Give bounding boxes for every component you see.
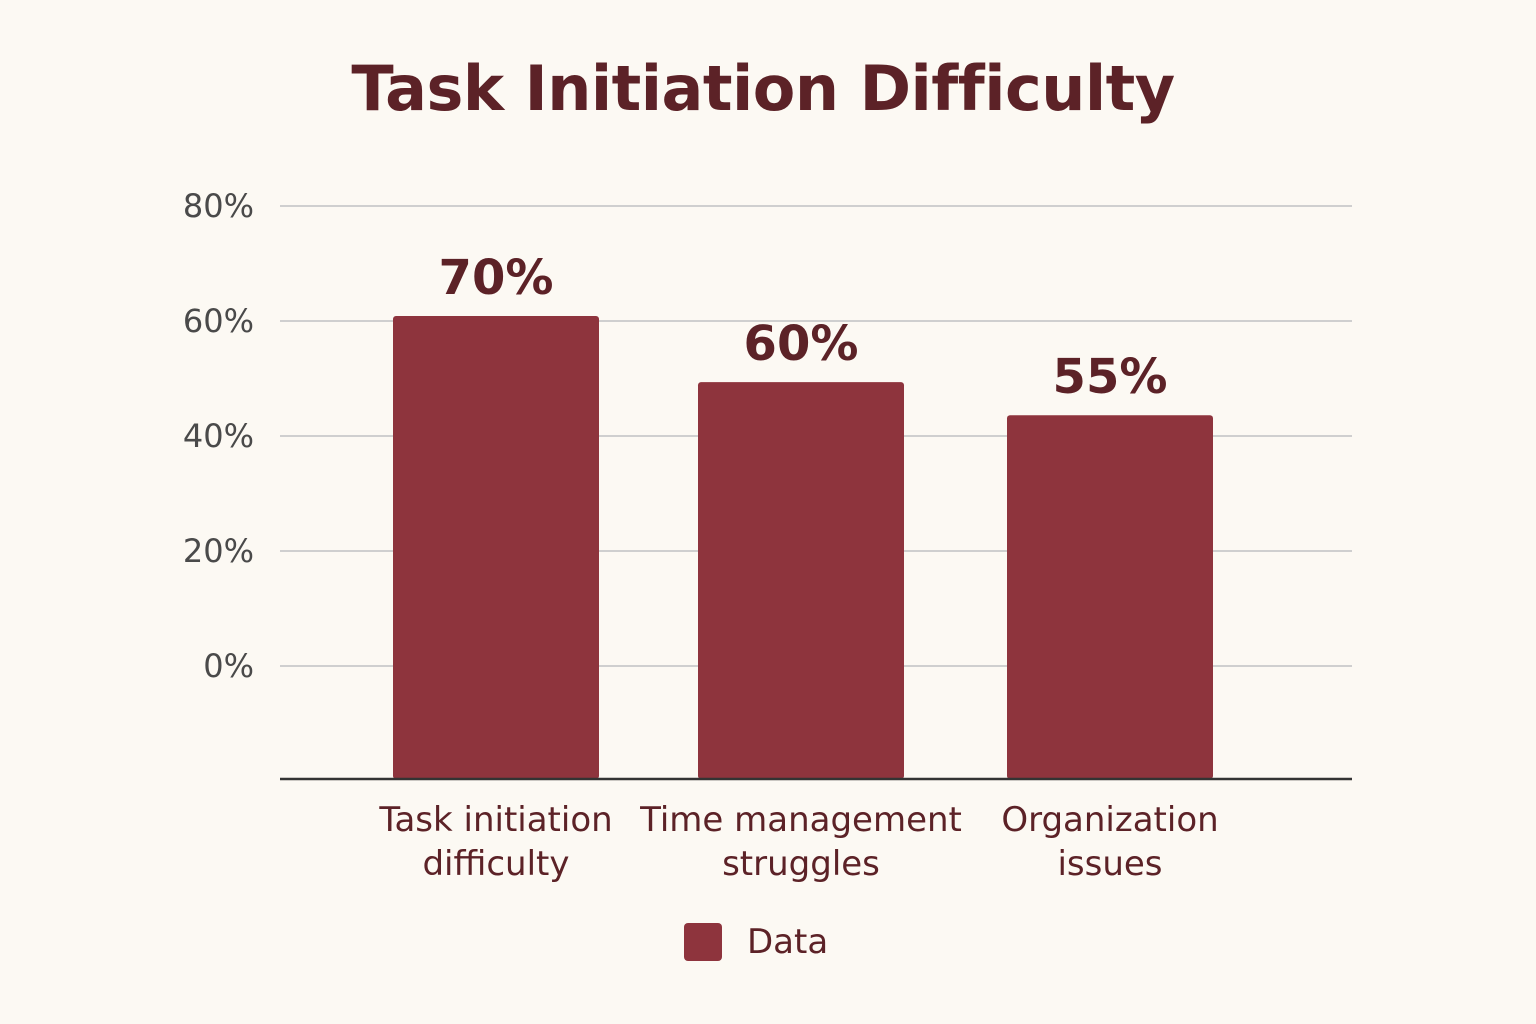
legend-swatch bbox=[684, 923, 722, 961]
x-tick-label: issues bbox=[1057, 844, 1162, 884]
data-label: 60% bbox=[744, 316, 859, 372]
data-label: 55% bbox=[1053, 349, 1168, 405]
bar bbox=[393, 316, 599, 779]
data-label: 70% bbox=[439, 250, 554, 306]
y-tick-label: 60% bbox=[183, 302, 254, 340]
chart-title: Task Initiation Difficulty bbox=[351, 52, 1175, 125]
y-tick-label: 80% bbox=[183, 187, 254, 225]
y-tick-label: 20% bbox=[183, 532, 254, 570]
x-tick-label: Organization bbox=[1001, 800, 1218, 840]
x-tick-label: Time management bbox=[639, 800, 962, 840]
legend-label: Data bbox=[747, 922, 828, 962]
bar bbox=[1007, 415, 1213, 779]
x-tick-label: difficulty bbox=[422, 844, 569, 884]
x-tick-label: Task initiation bbox=[378, 800, 612, 840]
y-tick-label: 0% bbox=[203, 647, 254, 685]
x-tick-label: struggles bbox=[722, 844, 880, 884]
bar bbox=[698, 382, 904, 779]
y-tick-label: 40% bbox=[183, 417, 254, 455]
